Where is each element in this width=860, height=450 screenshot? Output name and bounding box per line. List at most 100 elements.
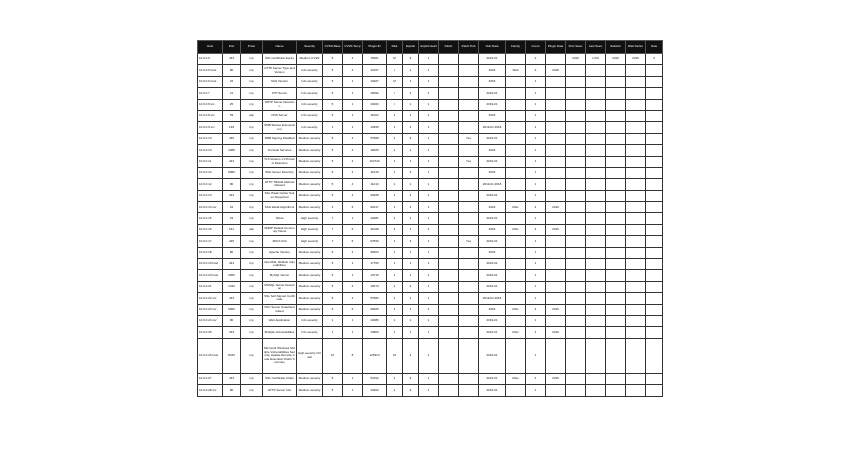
- table-cell: [458, 246, 479, 260]
- column-header[interactable]: Count: [525, 40, 546, 54]
- table-cell: 139: [222, 121, 241, 134]
- table-row[interactable]: 10.0.0.9 srv 139 tcp SMB Shares Enumeration…: [197, 121, 663, 134]
- table-row[interactable]: 10.0.0.19 host 443 tcp OpenSSL Multiple Vul…: [197, 258, 663, 271]
- table-row[interactable]: 10.0.0.28 srv 80 tcp HTTP Server Info Medium…: [197, 384, 663, 397]
- table-cell: 1: [402, 292, 419, 305]
- table-cell: [458, 189, 479, 203]
- table-row[interactable]: 10.0.0.8 srv 25 tcp SMTP Server Detection In…: [197, 98, 663, 111]
- table-cell: 1: [525, 235, 546, 248]
- table-row[interactable]: 10.0.0.22 srv 443 tcp SSL Self-Signed Certi…: [197, 292, 663, 305]
- column-header[interactable]: Vuln Date: [478, 40, 506, 54]
- table-row[interactable]: 10.0.0.6 host 80 tcp HTTP Server Type and V…: [197, 64, 663, 77]
- table-cell: 1: [402, 212, 419, 225]
- table-cell: 1: [402, 269, 419, 282]
- table-row[interactable]: 10.0.0.7 21 tcp FTP Server Info severity 5 1 10…: [197, 87, 663, 100]
- table-row[interactable]: 10.0.0.27 443 tcp SSL Certificate Chain Medi…: [197, 372, 663, 386]
- table-cell: 4: [322, 201, 343, 214]
- table-cell: 2018: [478, 144, 506, 157]
- table-cell: 1: [525, 246, 546, 260]
- column-header[interactable]: Risk Factor: [625, 40, 646, 54]
- table-cell: 26928: [362, 189, 387, 203]
- table-row[interactable]: 10.0.0.14 srv 22 tcp SSH Weak Algorithms Med…: [197, 201, 663, 214]
- table-row[interactable]: 10.0.0.10 445 tcp SMB Signing Disabled Mediu…: [197, 132, 663, 146]
- table-cell: [645, 75, 663, 89]
- table-cell: 3: [525, 64, 546, 77]
- table-cell: 3: [402, 372, 419, 386]
- table-cell: [565, 178, 586, 191]
- table-cell: 10.0.0.23 srv: [197, 303, 223, 317]
- column-header[interactable]: Family: [505, 40, 526, 54]
- column-header[interactable]: CVSS Temp: [342, 40, 363, 54]
- table-row[interactable]: 10.0.0.20 host 3306 tcp MySQL Server Medium …: [197, 269, 663, 282]
- table-cell: [585, 98, 606, 111]
- table-cell: [605, 280, 626, 294]
- column-header[interactable]: CVSS Base: [322, 40, 343, 54]
- table-cell: 1: [386, 201, 403, 214]
- table-cell: [625, 132, 646, 146]
- table-cell: SSL Self-Signed Certificate: [262, 292, 297, 305]
- table-cell: [545, 314, 566, 328]
- table-row[interactable]: 10.0.0.5 443 tcp SSL Certificate Expiry Medi…: [197, 52, 663, 66]
- column-header[interactable]: First Seen: [565, 40, 586, 54]
- table-cell: SSH Weak Algorithms: [262, 201, 297, 214]
- table-cell: 2018: [478, 223, 506, 237]
- table-cell: [605, 109, 626, 123]
- table-cell: 3: [386, 223, 403, 237]
- table-row[interactable]: 10.0.0.13 443 tcp SSL Weak Cipher Suites Su…: [197, 189, 663, 203]
- table-row[interactable]: 10.0.0.24 srv 80 tcp Web Application Info se…: [197, 314, 663, 328]
- column-header[interactable]: Solution: [605, 40, 626, 54]
- table-row[interactable]: 10.0.0.23 srv 5900 tcp VNC Server Unauthent…: [197, 303, 663, 317]
- table-row[interactable]: 10.0.0.8 srv 53 udp DNS Server Info severity…: [197, 109, 663, 123]
- column-header[interactable]: Exploit: [402, 40, 419, 54]
- table-cell: 443: [222, 326, 241, 339]
- column-header[interactable]: Patch Pub: [458, 40, 479, 54]
- table-row[interactable]: 10.0.0.16 161 udp SNMP Default Community Na…: [197, 223, 663, 237]
- table-row[interactable]: 10.0.0.6 host 22 tcp SSH Version Info severi…: [197, 75, 663, 89]
- table-cell: 10: [322, 337, 343, 374]
- table-cell: [545, 384, 566, 397]
- column-header[interactable]: Patch: [438, 40, 459, 54]
- table-cell: Web Application: [262, 314, 297, 328]
- column-header[interactable]: Port: [222, 40, 241, 54]
- table-cell: 2: [402, 121, 419, 134]
- table-cell: 2019-01: [478, 258, 506, 271]
- column-header[interactable]: Last Seen: [585, 40, 606, 54]
- table-cell: [585, 384, 606, 397]
- table-cell: [625, 337, 646, 374]
- table-cell: [585, 269, 606, 282]
- table-cell: [585, 337, 606, 374]
- column-header[interactable]: Severity: [296, 40, 323, 54]
- table-cell: [605, 98, 626, 111]
- column-header[interactable]: Proto: [240, 40, 263, 54]
- table-cell: [545, 178, 566, 191]
- column-header[interactable]: Note: [645, 40, 663, 54]
- table-row[interactable]: 10.0.0.25 443 tcp Multiple Vulnerabilities I…: [197, 326, 663, 339]
- table-row[interactable]: 10.0.0.12 8080 tcp Web Server Directory Medi…: [197, 166, 663, 180]
- table-row[interactable]: 10.0.0.12 80 tcp HTTP TRACE Method Allowed M…: [197, 178, 663, 191]
- table-cell: [438, 337, 459, 374]
- table-cell: Telnet: [262, 212, 297, 225]
- table-cell: 1: [525, 189, 546, 203]
- table-cell: [438, 178, 459, 191]
- table-row[interactable]: 10.0.0.21 1433 tcp MSSQL Server Detection Me…: [197, 280, 663, 294]
- column-header[interactable]: Exploit Avail: [418, 40, 439, 54]
- table-row[interactable]: 10.0.0.15 23 tcp Telnet High severity 7 1 10281…: [197, 212, 663, 225]
- table-row[interactable]: 10.0.0.11 443 tcp TLS Version 1.0 Protocol …: [197, 155, 663, 168]
- table-cell: tcp: [240, 189, 263, 203]
- table-row[interactable]: 10.0.0.17 445 tcp MS17-010 High severity 7 5 97…: [197, 235, 663, 248]
- table-cell: [565, 212, 586, 225]
- column-header[interactable]: Risk: [386, 40, 403, 54]
- table-row[interactable]: 10.0.0.26 host 8443 tcp Microsoft Windows M…: [197, 337, 663, 374]
- table-cell: 10.0.0.27: [197, 372, 223, 386]
- table-cell: tcp: [240, 87, 263, 100]
- table-cell: [458, 178, 479, 191]
- table-cell: [585, 109, 606, 123]
- column-header[interactable]: Host: [197, 40, 223, 54]
- column-header[interactable]: Plugin Date: [545, 40, 566, 54]
- column-header[interactable]: Name: [262, 40, 297, 54]
- column-header[interactable]: Plugin ID: [362, 40, 387, 54]
- table-cell: 1: [418, 166, 439, 180]
- table-cell: 1: [402, 109, 419, 123]
- table-row[interactable]: 10.0.0.10 3389 tcp Terminal Services Medium …: [197, 144, 663, 157]
- table-row[interactable]: 10.0.0.18 80 tcp Apache Version Medium sever…: [197, 246, 663, 260]
